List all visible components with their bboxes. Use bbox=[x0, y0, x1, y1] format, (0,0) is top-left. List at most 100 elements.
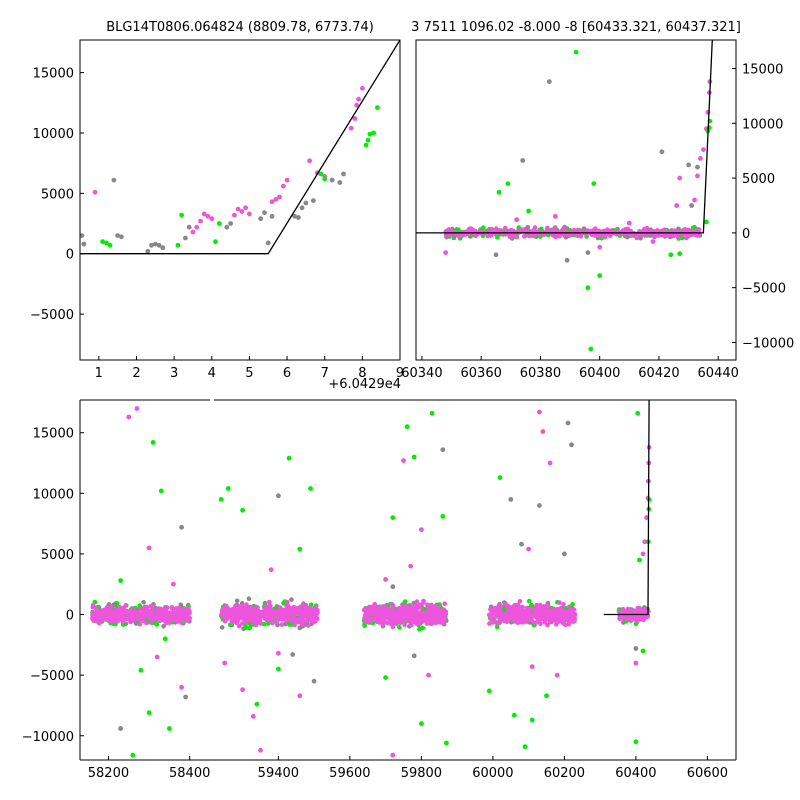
data-point bbox=[126, 613, 132, 619]
data-point bbox=[402, 599, 408, 604]
data-point bbox=[80, 233, 85, 238]
x-tick-label: 60360 bbox=[461, 366, 502, 381]
data-point bbox=[390, 584, 396, 590]
data-point bbox=[546, 79, 552, 84]
x-tick-label: 60380 bbox=[520, 366, 561, 381]
data-point bbox=[616, 609, 622, 614]
data-point bbox=[94, 612, 100, 618]
data-point bbox=[183, 694, 189, 700]
data-point bbox=[265, 609, 271, 614]
data-point bbox=[237, 623, 242, 629]
data-point bbox=[276, 493, 281, 499]
data-point bbox=[205, 213, 211, 219]
data-point bbox=[289, 597, 294, 602]
data-point bbox=[689, 203, 694, 208]
data-point bbox=[520, 611, 525, 617]
data-point bbox=[216, 221, 222, 226]
data-point bbox=[511, 712, 517, 718]
data-point bbox=[597, 273, 603, 278]
data-point bbox=[90, 616, 95, 622]
data-point bbox=[409, 622, 414, 628]
data-point bbox=[226, 614, 231, 620]
data-point bbox=[389, 602, 395, 607]
data-point bbox=[561, 621, 566, 626]
data-point bbox=[417, 626, 422, 632]
panel-top-left-marks bbox=[80, 40, 400, 255]
data-point bbox=[522, 744, 528, 750]
y-tick-label: 10000 bbox=[33, 127, 74, 142]
data-point bbox=[426, 672, 431, 678]
data-point bbox=[138, 667, 144, 673]
data-point bbox=[239, 209, 245, 214]
data-point bbox=[635, 410, 641, 416]
data-point bbox=[407, 605, 412, 611]
data-point bbox=[152, 616, 158, 621]
data-point bbox=[126, 414, 132, 420]
data-point bbox=[236, 609, 242, 615]
data-point bbox=[390, 515, 396, 520]
data-point bbox=[234, 620, 239, 626]
data-point bbox=[315, 608, 320, 613]
data-point bbox=[378, 604, 384, 609]
y-tick-label: 5000 bbox=[41, 548, 74, 563]
data-point bbox=[494, 226, 499, 231]
data-point bbox=[398, 620, 403, 626]
data-point bbox=[428, 616, 433, 622]
x-tick-label: 7 bbox=[321, 366, 329, 381]
data-point bbox=[284, 599, 290, 605]
data-point bbox=[156, 613, 162, 618]
data-point bbox=[262, 210, 267, 216]
data-point bbox=[383, 675, 388, 680]
data-point bbox=[228, 221, 234, 226]
data-point bbox=[367, 131, 373, 137]
x-tick-label: 59800 bbox=[401, 766, 442, 781]
data-point bbox=[296, 215, 301, 220]
data-point bbox=[435, 604, 441, 609]
data-point bbox=[671, 233, 677, 239]
data-point bbox=[269, 213, 275, 219]
y-tick-label: −5000 bbox=[742, 282, 786, 297]
data-point bbox=[99, 617, 105, 622]
data-point bbox=[493, 620, 499, 625]
data-point bbox=[529, 617, 534, 623]
data-point bbox=[557, 614, 563, 620]
data-point bbox=[149, 607, 155, 612]
y-tick-label: −5000 bbox=[30, 308, 74, 323]
data-point bbox=[265, 240, 271, 246]
data-point bbox=[101, 611, 107, 617]
data-point bbox=[275, 622, 280, 628]
data-point bbox=[640, 551, 646, 557]
x-tick-label: 60400 bbox=[579, 366, 620, 381]
data-point bbox=[298, 615, 304, 621]
data-point bbox=[269, 607, 275, 613]
data-point bbox=[308, 486, 313, 491]
data-point bbox=[280, 617, 285, 622]
data-point bbox=[248, 609, 253, 615]
data-point bbox=[247, 211, 252, 217]
data-point bbox=[313, 615, 319, 621]
panel-top-right: 3 7511 1096.02 -8.000 -8 [60433.321, 604… bbox=[401, 20, 794, 381]
y-tick-label: −10000 bbox=[22, 730, 74, 745]
data-point bbox=[190, 229, 196, 235]
data-point bbox=[633, 739, 639, 745]
y-tick-label: −5000 bbox=[30, 669, 74, 684]
data-point bbox=[505, 181, 511, 187]
panel-top-left-ticks: −5000 0 5000 10000 15000 1 2 3 4 5 6 7 8 9 bbox=[30, 67, 404, 381]
data-point bbox=[363, 142, 369, 148]
data-point bbox=[443, 250, 448, 256]
data-point bbox=[440, 514, 446, 519]
data-point bbox=[244, 602, 249, 607]
data-point bbox=[512, 619, 517, 624]
data-point bbox=[551, 606, 557, 612]
data-point bbox=[156, 606, 161, 611]
data-point bbox=[561, 602, 566, 607]
x-tick-label: 1 bbox=[95, 366, 103, 381]
data-point bbox=[425, 602, 430, 608]
data-point bbox=[497, 475, 503, 480]
data-point bbox=[704, 219, 709, 225]
data-point bbox=[549, 612, 555, 617]
y-tick-label: 15000 bbox=[33, 67, 74, 82]
data-point bbox=[547, 460, 553, 466]
data-point bbox=[144, 620, 149, 626]
data-point bbox=[98, 611, 103, 616]
